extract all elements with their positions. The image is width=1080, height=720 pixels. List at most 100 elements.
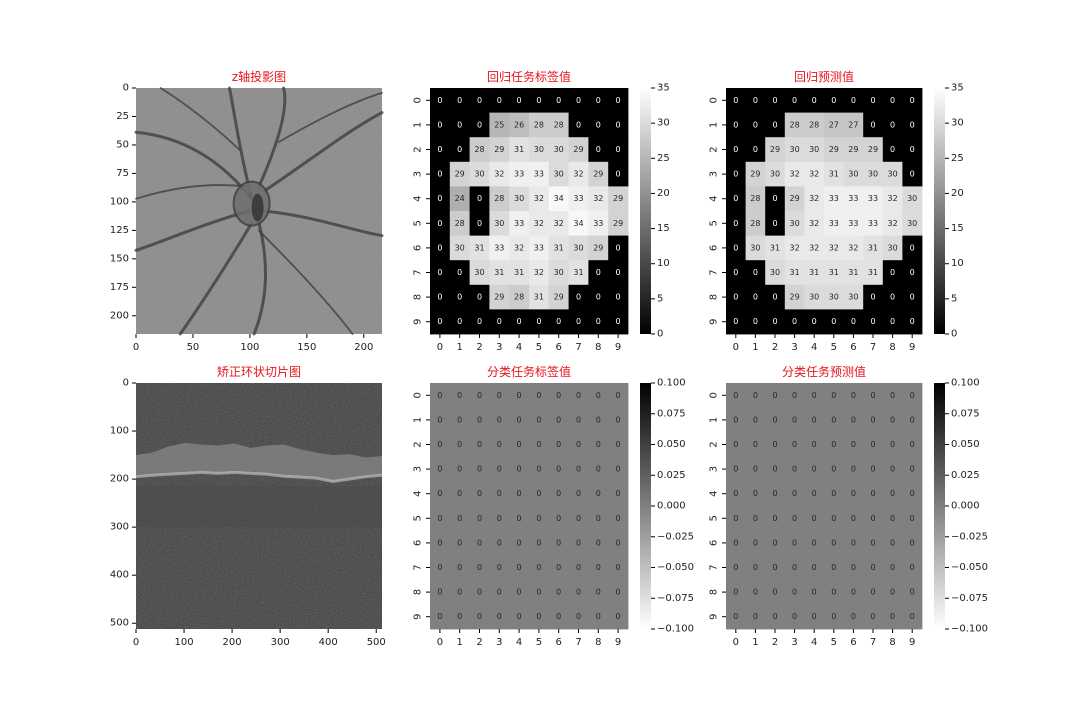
cell-value: 0 — [596, 489, 601, 498]
cell-value: 0 — [437, 243, 442, 252]
cell-value: 0 — [733, 293, 738, 302]
y-tick-label: 6 — [709, 540, 720, 546]
heatmap-cell — [784, 456, 805, 482]
colorbar-tick-label: 0.050 — [657, 439, 686, 450]
heatmap-cell — [824, 235, 844, 261]
heatmap-cell — [608, 432, 629, 458]
heatmap-cell — [608, 383, 629, 408]
cell-value: 0 — [477, 612, 482, 621]
cell-value: 0 — [477, 465, 482, 474]
cell-value: 28 — [474, 145, 484, 154]
cell-value: 30 — [790, 145, 800, 154]
heatmap-cell — [765, 555, 786, 581]
x-tick-label: 3 — [496, 637, 502, 648]
heatmap-cell — [902, 555, 923, 581]
cell-value: 30 — [809, 293, 819, 302]
heatmap-cell — [902, 88, 923, 113]
heatmap-cell — [804, 112, 825, 138]
heatmap-cell — [608, 235, 629, 261]
colorbar-tick-label: 0.050 — [951, 439, 980, 450]
x-tick-label: 7 — [575, 342, 581, 353]
cell-value: 0 — [792, 563, 797, 572]
cell-value: 0 — [870, 391, 875, 400]
heatmap-cell — [529, 555, 550, 581]
cell-value: 0 — [517, 563, 522, 572]
heatmap-cell — [489, 284, 510, 310]
cell-value: 0 — [733, 145, 738, 154]
cell-value: 0 — [437, 120, 442, 129]
panel-title: 回归预测值 — [794, 69, 854, 84]
cell-value: 33 — [848, 219, 858, 228]
heatmap-cell — [902, 137, 923, 163]
heatmap-cell — [745, 383, 766, 408]
cell-value: 0 — [556, 514, 561, 523]
heatmap-cell — [430, 555, 451, 581]
heatmap-cell — [548, 112, 569, 138]
heatmap-cell — [745, 186, 766, 212]
heatmap-cell — [489, 88, 510, 113]
cell-value: 0 — [792, 317, 797, 326]
heatmap-cell — [824, 284, 844, 310]
cell-value: 0 — [536, 538, 541, 547]
heatmap-cell — [588, 112, 609, 138]
cell-value: 33 — [494, 243, 504, 252]
cell-value: 0 — [733, 489, 738, 498]
x-tick-label: 3 — [791, 342, 797, 353]
cell-value: 32 — [809, 219, 819, 228]
colorbar-gradient — [934, 383, 945, 629]
heatmap-cell — [489, 137, 510, 163]
heatmap-cell — [863, 88, 884, 113]
heatmap-cell — [509, 211, 530, 236]
heatmap-cell — [843, 555, 864, 581]
heatmap-cell — [568, 161, 589, 187]
heatmap-cell — [608, 456, 629, 482]
cell-value: 0 — [772, 489, 777, 498]
cell-value: 0 — [753, 145, 758, 154]
cell-value: 33 — [868, 194, 878, 203]
cell-value: 0 — [616, 317, 621, 326]
heatmap-cell — [765, 481, 786, 507]
heatmap-cell — [902, 456, 923, 482]
cell-value: 0 — [616, 268, 621, 277]
cell-value: 0 — [497, 317, 502, 326]
heatmap-cell — [449, 112, 470, 138]
cell-value: 0 — [870, 440, 875, 449]
cell-value: 0 — [576, 96, 581, 105]
heatmap-cell — [804, 604, 825, 630]
cell-value: 0 — [851, 514, 856, 523]
colorbar-tick-label: 0.100 — [951, 378, 980, 389]
heatmap-cell — [745, 211, 766, 236]
heatmap-cell — [449, 309, 470, 335]
heatmap-cell — [548, 235, 569, 261]
cell-value: 30 — [474, 170, 484, 179]
cell-value: 31 — [868, 268, 878, 277]
panel-title: 回归任务标签值 — [487, 69, 571, 84]
cell-value: 0 — [792, 96, 797, 105]
heatmap-cell — [509, 555, 530, 581]
cell-value: 32 — [554, 219, 564, 228]
cell-value: 0 — [812, 588, 817, 597]
heatmap-cell — [509, 432, 530, 458]
x-tick-label: 8 — [595, 637, 601, 648]
heatmap-cell — [824, 530, 844, 556]
x-tick-label: 9 — [615, 342, 621, 353]
colorbar-tick-label: −0.100 — [657, 624, 694, 635]
heatmap-cell — [469, 235, 490, 261]
cell-value: 0 — [556, 415, 561, 424]
heatmap-cell — [824, 555, 844, 581]
y-tick-label: 0 — [709, 392, 720, 398]
colorbar-tick-label: 0.075 — [657, 408, 686, 419]
heatmap-cell — [430, 407, 451, 433]
y-tick-label: 4 — [709, 491, 720, 497]
cell-value: 0 — [733, 563, 738, 572]
cell-value: 0 — [477, 293, 482, 302]
heatmap-cell — [568, 137, 589, 163]
colorbar-tick-label: 35 — [951, 83, 964, 94]
heatmap-cell — [509, 161, 530, 187]
x-tick-label: 1 — [752, 342, 758, 353]
cell-value: 28 — [455, 219, 465, 228]
heatmap-cell — [489, 309, 510, 335]
cell-value: 0 — [870, 293, 875, 302]
heatmap-cell — [765, 260, 786, 286]
y-tick-label: 2 — [413, 441, 424, 447]
